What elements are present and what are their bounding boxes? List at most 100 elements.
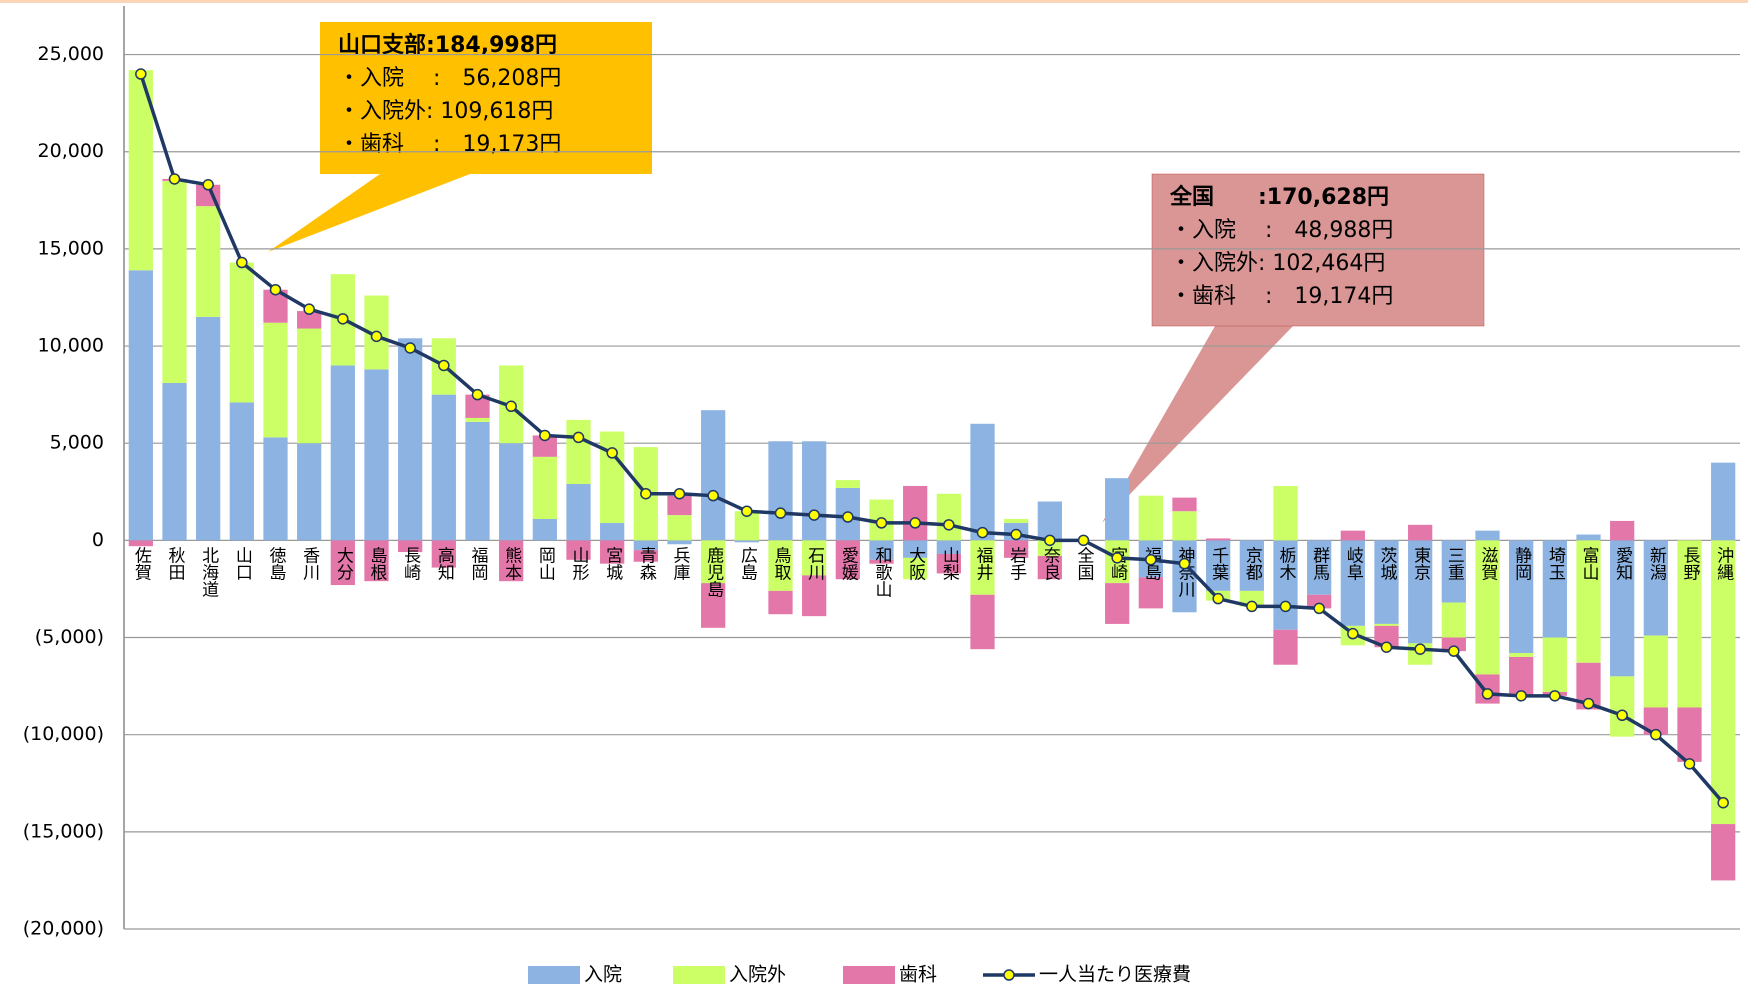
x-tick-label: 埼玉 bbox=[1545, 546, 1566, 580]
x-tick-label: 長崎 bbox=[400, 546, 421, 580]
x-tick-label: 愛知 bbox=[1612, 546, 1633, 580]
line-marker bbox=[539, 429, 551, 442]
y-tick-label: 5,000 bbox=[50, 432, 104, 454]
y-tick-label: 0 bbox=[92, 529, 104, 551]
bar-segment bbox=[364, 540, 389, 582]
bar-segment bbox=[936, 553, 961, 574]
x-tick-label: 奈良 bbox=[1040, 546, 1061, 580]
bar-segment bbox=[1441, 602, 1466, 638]
callout-box bbox=[320, 22, 652, 174]
x-tick-label: 福井 bbox=[973, 546, 994, 580]
x-tick-label: 北海道 bbox=[198, 546, 219, 597]
callout-text: ・入院外: 102,464円 bbox=[1170, 251, 1385, 276]
line-marker bbox=[1111, 552, 1123, 564]
bar-segment bbox=[768, 540, 793, 591]
bar-segment bbox=[600, 540, 625, 564]
bar-segment bbox=[465, 394, 490, 418]
line-marker bbox=[808, 509, 820, 521]
line-marker bbox=[1683, 758, 1696, 770]
bar-segment bbox=[398, 540, 423, 553]
bar-segment bbox=[1610, 520, 1635, 541]
bar-segment bbox=[1307, 540, 1332, 595]
bar-segment bbox=[1239, 590, 1264, 607]
bar-segment bbox=[1273, 629, 1298, 665]
line-marker bbox=[303, 303, 315, 315]
x-tick-label: 岡山 bbox=[535, 546, 555, 580]
legend-swatch bbox=[843, 966, 895, 984]
bar-segment bbox=[297, 311, 322, 329]
bar-segment bbox=[802, 575, 827, 617]
bar-segment bbox=[1576, 534, 1601, 541]
bar-segment bbox=[1004, 540, 1029, 558]
bar-segment bbox=[701, 583, 726, 628]
callout-pointer bbox=[1102, 326, 1293, 523]
bar-segment bbox=[532, 456, 557, 519]
bar-segment bbox=[734, 540, 759, 543]
bar-segment bbox=[499, 443, 524, 541]
x-tick-label: 山形 bbox=[569, 546, 590, 580]
line-marker bbox=[1515, 690, 1527, 702]
line-marker bbox=[875, 517, 888, 529]
bar-segment bbox=[701, 410, 726, 541]
x-tick-label: 岐阜 bbox=[1343, 546, 1364, 580]
bar-segment bbox=[128, 270, 153, 541]
x-tick-label: 岩手 bbox=[1006, 546, 1027, 581]
bar-segment bbox=[1037, 501, 1062, 541]
bar-segment bbox=[465, 417, 490, 422]
line-marker bbox=[1717, 796, 1729, 809]
bar-segment bbox=[297, 443, 322, 541]
line-marker bbox=[1044, 534, 1056, 547]
x-tick-label: 大分 bbox=[333, 546, 354, 580]
legend-label: 入院 bbox=[584, 964, 622, 986]
line-marker bbox=[135, 68, 147, 80]
x-tick-label: 宮城 bbox=[602, 546, 623, 580]
y-tick-label: 20,000 bbox=[38, 140, 104, 162]
bar-segment bbox=[768, 441, 793, 541]
x-tick-label: 鳥取 bbox=[771, 546, 792, 580]
line-marker bbox=[1549, 690, 1561, 702]
line-marker bbox=[1448, 645, 1460, 657]
x-tick-label: 高知 bbox=[434, 546, 455, 580]
x-tick-label: 群馬 bbox=[1309, 546, 1330, 581]
bar-segment bbox=[667, 540, 692, 545]
line-marker bbox=[370, 330, 383, 343]
bar-segment bbox=[1509, 656, 1534, 696]
x-tick-label: 沖縄 bbox=[1713, 546, 1734, 580]
bar-segment bbox=[431, 540, 456, 568]
line-marker bbox=[606, 447, 618, 459]
callout-pointer bbox=[268, 174, 470, 252]
legend-swatch bbox=[528, 966, 580, 984]
x-tick-label: 徳島 bbox=[266, 546, 287, 581]
bar-segment bbox=[1542, 637, 1567, 692]
x-tick-label: 千葉 bbox=[1208, 546, 1229, 580]
line-marker bbox=[1246, 600, 1258, 613]
line-marker bbox=[572, 431, 585, 444]
legend-label: 入院外 bbox=[729, 964, 786, 986]
y-tick-label: (15,000) bbox=[23, 820, 104, 842]
x-tick-label: 滋賀 bbox=[1478, 546, 1499, 580]
line-marker bbox=[269, 283, 282, 296]
bar-segment bbox=[263, 322, 288, 438]
bar-segment bbox=[970, 540, 995, 595]
y-tick-label: (10,000) bbox=[23, 723, 104, 745]
bar-segment bbox=[1542, 540, 1567, 638]
x-tick-label: 山梨 bbox=[939, 546, 960, 580]
bar-segment bbox=[1374, 625, 1399, 648]
x-tick-label: 香川 bbox=[299, 546, 320, 580]
bar-segment bbox=[903, 485, 928, 541]
x-tick-label: 神奈川 bbox=[1175, 546, 1196, 597]
bar-segment bbox=[970, 423, 995, 541]
bar-segment bbox=[1037, 555, 1062, 580]
line-marker bbox=[438, 359, 450, 372]
bar-segment bbox=[667, 515, 692, 541]
line-marker bbox=[1616, 709, 1628, 722]
callout-text: 山口支部:184,998円 bbox=[338, 32, 557, 58]
line-marker bbox=[774, 507, 787, 519]
line-marker bbox=[202, 179, 214, 191]
x-tick-label: 福岡 bbox=[468, 546, 489, 581]
bar-segment bbox=[701, 540, 726, 584]
x-tick-label: 和歌山 bbox=[872, 546, 893, 597]
line-marker bbox=[1145, 554, 1157, 566]
bar-segment bbox=[802, 441, 827, 541]
line-marker bbox=[707, 489, 719, 502]
